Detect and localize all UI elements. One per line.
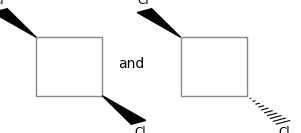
Polygon shape xyxy=(0,9,36,37)
Text: Cl: Cl xyxy=(137,0,149,7)
Text: Cl: Cl xyxy=(0,0,4,7)
Text: and: and xyxy=(118,57,144,71)
Text: Cl: Cl xyxy=(279,126,290,133)
Text: Cl: Cl xyxy=(134,126,146,133)
Polygon shape xyxy=(102,96,146,124)
Polygon shape xyxy=(137,9,181,37)
